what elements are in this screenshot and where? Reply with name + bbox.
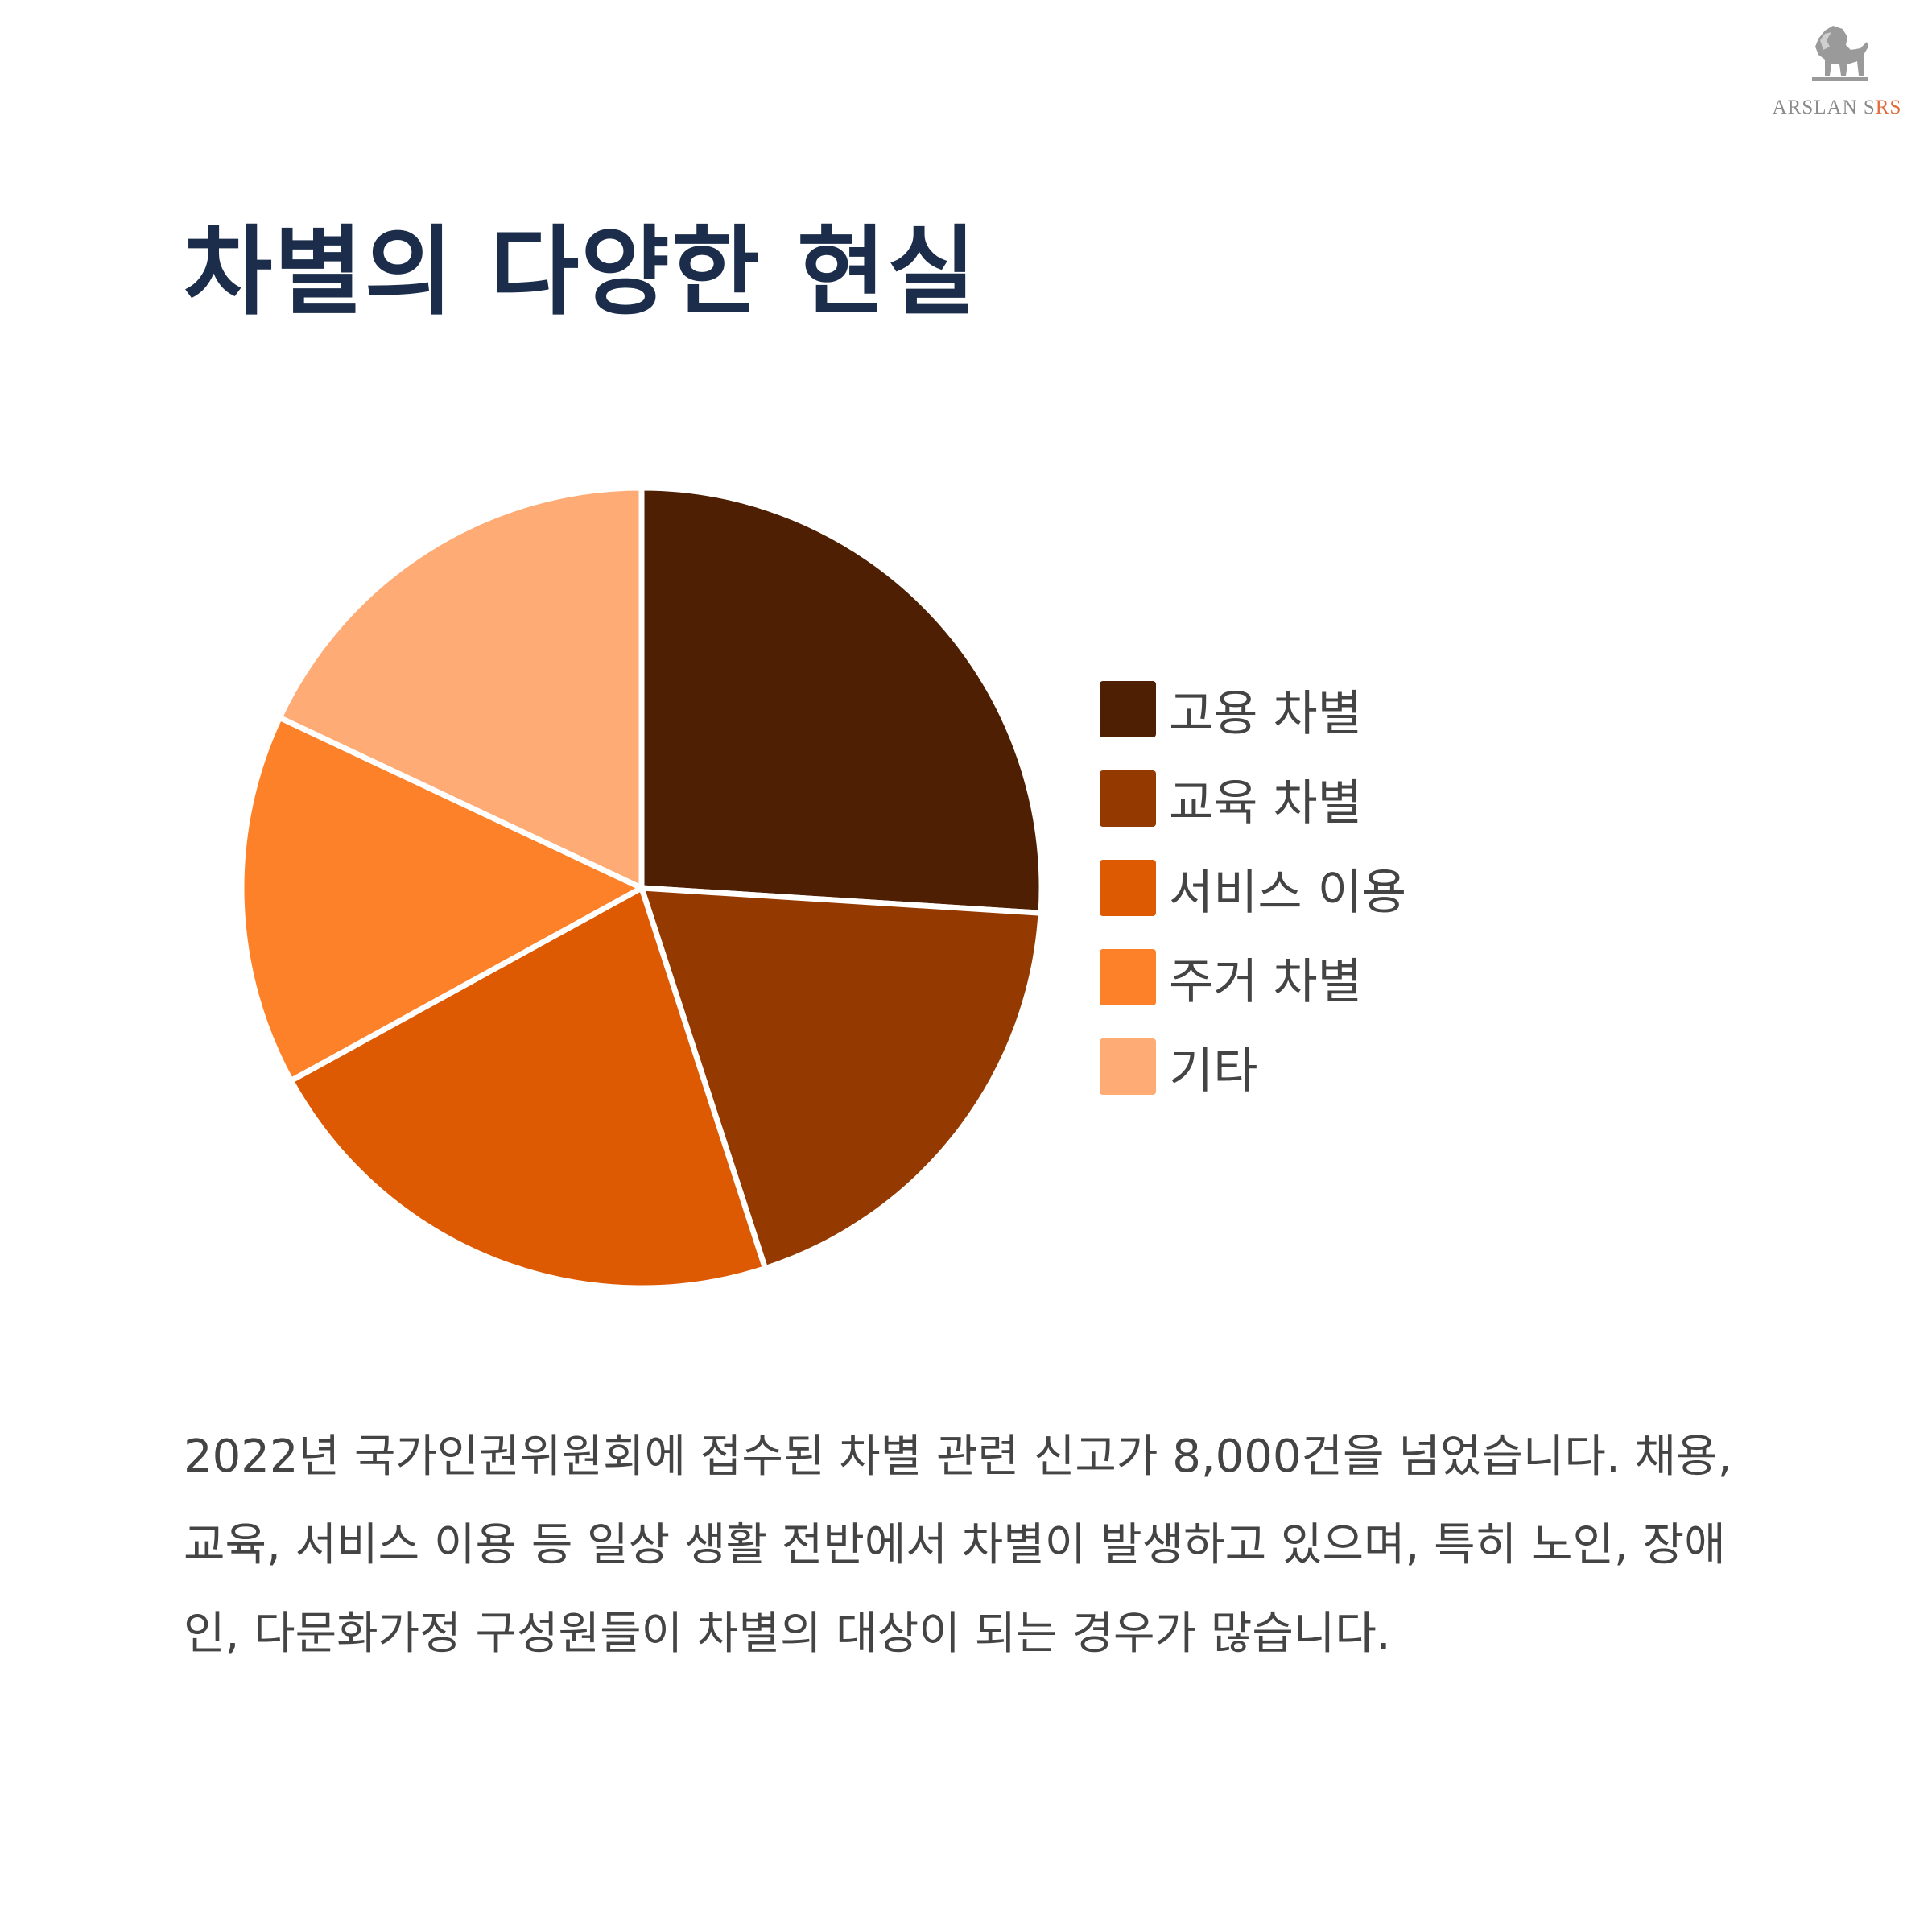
legend-item: 고용 차별 [1100, 681, 1406, 742]
legend-label: 서비스 이용 [1169, 864, 1407, 921]
pie-slice-1 [638, 485, 1045, 916]
legend-swatch [1100, 1038, 1156, 1095]
legend-item: 서비스 이용 [1100, 860, 1406, 921]
pie-slices [238, 485, 1045, 1291]
legend-label: 교육 차별 [1169, 774, 1362, 832]
legend-label: 고용 차별 [1169, 685, 1362, 742]
legend-swatch [1100, 681, 1156, 737]
legend-swatch [1100, 860, 1156, 916]
legend-swatch [1100, 949, 1156, 1005]
brand-name-main: ARSLAN S [1772, 97, 1876, 118]
pie-slice-3 [287, 885, 769, 1291]
legend-label: 기타 [1169, 1042, 1258, 1100]
pie-slice-2 [638, 885, 1044, 1272]
pie-slice-5 [276, 485, 645, 891]
legend-item: 주거 차별 [1100, 949, 1406, 1010]
lion-icon [1812, 26, 1868, 80]
legend-item: 교육 차별 [1100, 770, 1406, 832]
legend-swatch [1100, 770, 1156, 827]
description-text: 2022년 국가인권위원회에 접수된 차별 관련 신고가 8,000건을 넘었습… [184, 1430, 1732, 1660]
pie-slice-4 [238, 714, 645, 1084]
brand-name-accent: RS [1875, 97, 1902, 118]
brand-logo: ARSLAN SRS [1765, 23, 1909, 119]
page-title: 차별의 다양한 현실 [184, 217, 978, 328]
legend-item: 기타 [1100, 1038, 1406, 1100]
legend-label: 주거 차별 [1169, 953, 1362, 1010]
brand-name: ARSLAN SRS [1773, 97, 1902, 119]
